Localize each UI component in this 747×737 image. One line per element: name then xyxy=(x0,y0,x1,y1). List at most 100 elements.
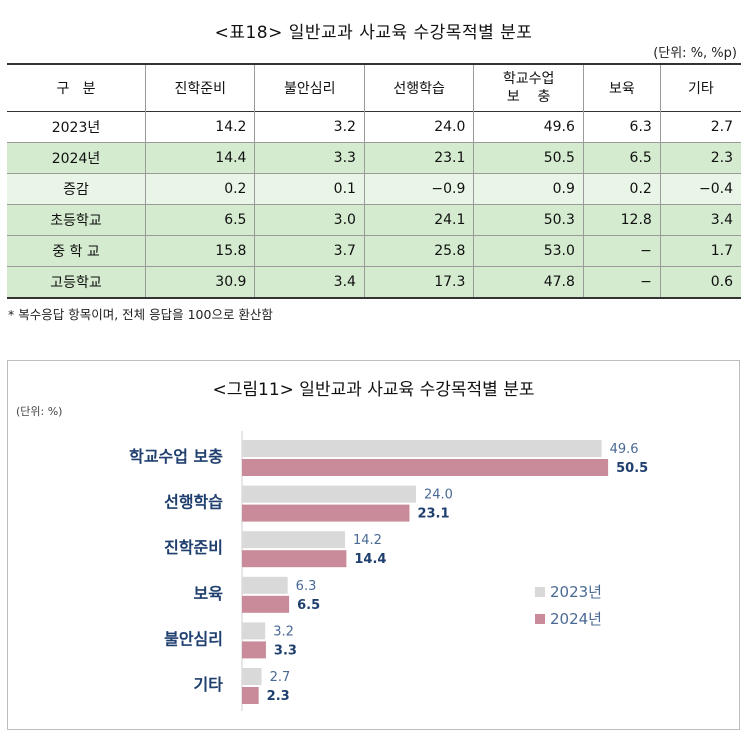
col-header-childcare: 보육 xyxy=(582,64,661,112)
cell-other: 1.7 xyxy=(659,235,741,267)
row-label: 2024년 xyxy=(7,142,146,174)
col-header-other: 기타 xyxy=(659,64,741,112)
data-label-2024: 3.3 xyxy=(274,643,297,658)
legend-label: 2024년 xyxy=(550,610,602,628)
data-label-2023: 49.6 xyxy=(610,442,639,457)
cell-anxiety: 3.4 xyxy=(254,266,365,298)
figure-panel: <그림11> 일반교과 사교육 수강목적별 분포 (단위: %) 학교수업 보충… xyxy=(7,360,740,730)
cell-childcare: 6.3 xyxy=(582,111,661,143)
data-label-2024: 23.1 xyxy=(417,507,449,522)
data-label-2023: 3.2 xyxy=(273,624,294,639)
cell-advance: 25.8 xyxy=(363,235,474,267)
table-row: 증감 0.2 0.1 −0.9 0.9 0.2 −0.4 xyxy=(7,173,741,205)
data-label-2024: 2.3 xyxy=(267,689,290,704)
cell-advance: 23.1 xyxy=(363,142,474,174)
cell-supplement: 53.0 xyxy=(473,235,584,267)
bar-2023 xyxy=(242,576,288,594)
data-label-2024: 14.4 xyxy=(354,552,386,567)
table-header-row: 구 분 진학준비 불안심리 선행학습 학교수업 보 충 보육 기타 xyxy=(7,64,741,112)
row-label: 초등학교 xyxy=(7,204,146,236)
data-label-2024: 50.5 xyxy=(616,461,648,476)
cell-anxiety: 3.3 xyxy=(254,142,365,174)
cell-prep: 14.4 xyxy=(144,142,255,174)
cell-childcare: − xyxy=(582,266,661,298)
col-header-advance: 선행학습 xyxy=(363,64,474,112)
col-header-anxiety: 불안심리 xyxy=(254,64,365,112)
figure-title: <그림11> 일반교과 사교육 수강목적별 분포 xyxy=(212,380,535,400)
figure-unit: (단위: %) xyxy=(16,405,63,418)
cell-other: 2.7 xyxy=(659,111,741,143)
col-header-supplement-line2: 보 충 xyxy=(506,89,551,105)
col-header-prep: 진학준비 xyxy=(144,64,255,112)
cell-prep: 30.9 xyxy=(144,266,255,298)
legend-swatch xyxy=(535,587,545,597)
cell-advance: 17.3 xyxy=(363,266,474,298)
cell-supplement: 50.5 xyxy=(473,142,584,174)
table-title: <표18> 일반교과 사교육 수강목적별 분포 xyxy=(214,23,533,43)
bar-2024 xyxy=(242,641,266,659)
bar-2023 xyxy=(242,668,262,685)
distribution-table: 구 분 진학준비 불안심리 선행학습 학교수업 보 충 보육 기타 2023년 1… xyxy=(7,63,741,299)
cell-childcare: 12.8 xyxy=(582,204,661,236)
data-label-2023: 2.7 xyxy=(270,670,291,685)
bar-2024 xyxy=(242,687,259,704)
category-label: 불안심리 xyxy=(164,629,223,648)
category-label: 선행학습 xyxy=(164,493,223,512)
cell-advance: 24.0 xyxy=(363,111,474,143)
table-note: * 복수응답 항목이며, 전체 응답을 100으로 환산함 xyxy=(8,307,273,322)
data-label-2024: 6.5 xyxy=(297,598,320,613)
table-row: 2024년 14.4 3.3 23.1 50.5 6.5 2.3 xyxy=(7,142,741,174)
cell-anxiety: 3.7 xyxy=(254,235,365,267)
cell-supplement: 49.6 xyxy=(473,111,584,143)
cell-prep: 0.2 xyxy=(144,173,255,205)
row-label: 증감 xyxy=(7,173,146,205)
bar-2023 xyxy=(242,622,266,640)
data-label-2023: 24.0 xyxy=(424,488,453,503)
category-label: 진학준비 xyxy=(164,538,223,557)
table-unit: (단위: %, %p) xyxy=(653,46,737,61)
cell-prep: 6.5 xyxy=(144,204,255,236)
row-label: 고등학교 xyxy=(7,266,146,298)
cell-anxiety: 3.2 xyxy=(254,111,365,143)
row-label: 중 학 교 xyxy=(7,235,146,267)
legend-swatch xyxy=(535,614,545,624)
cell-supplement: 47.8 xyxy=(473,266,584,298)
table-row: 2023년 14.2 3.2 24.0 49.6 6.3 2.7 xyxy=(7,111,741,143)
bar-2023 xyxy=(242,531,345,549)
cell-other: −0.4 xyxy=(659,173,741,205)
data-label-2023: 6.3 xyxy=(296,579,317,594)
bar-2023 xyxy=(242,485,416,503)
table-row: 중 학 교 15.8 3.7 25.8 53.0−1.7 xyxy=(7,235,741,267)
cell-anxiety: 3.0 xyxy=(254,204,365,236)
col-header-supplement: 학교수업 보 충 xyxy=(473,64,584,112)
table-row: 초등학교 6.5 3.0 24.1 50.3 12.8 3.4 xyxy=(7,204,741,236)
cell-childcare: − xyxy=(582,235,661,267)
bar-2024 xyxy=(242,550,347,568)
bar-2024 xyxy=(242,504,410,522)
category-label: 학교수업 보충 xyxy=(129,447,223,466)
bar-2024 xyxy=(242,595,290,613)
cell-advance: 24.1 xyxy=(363,204,474,236)
category-label: 보육 xyxy=(194,584,224,603)
cell-anxiety: 0.1 xyxy=(254,173,365,205)
cell-childcare: 0.2 xyxy=(582,173,661,205)
bar-chart: 학교수업 보충 49.6 50.5 선행학습 24.0 23.1 진학준비 14.2 14.4 보… xyxy=(129,431,648,711)
category-label: 기타 xyxy=(194,675,224,694)
cell-prep: 15.8 xyxy=(144,235,255,267)
cell-childcare: 6.5 xyxy=(582,142,661,174)
cell-prep: 14.2 xyxy=(144,111,255,143)
table-row: 고등학교 30.9 3.4 17.3 47.8−0.6 xyxy=(7,266,741,298)
corner-header: 구 분 xyxy=(56,81,96,97)
legend-label: 2023년 xyxy=(550,583,602,601)
cell-advance: −0.9 xyxy=(363,173,474,205)
bar-2023 xyxy=(242,440,602,457)
cell-supplement: 0.9 xyxy=(473,173,584,205)
cell-other: 0.6 xyxy=(659,266,741,298)
bar-2024 xyxy=(242,459,609,476)
cell-other: 3.4 xyxy=(659,204,741,236)
col-header-supplement-line1: 학교수업 xyxy=(502,71,555,87)
row-label: 2023년 xyxy=(51,120,101,136)
cell-supplement: 50.3 xyxy=(473,204,584,236)
data-label-2023: 14.2 xyxy=(353,533,382,548)
cell-other: 2.3 xyxy=(659,142,741,174)
